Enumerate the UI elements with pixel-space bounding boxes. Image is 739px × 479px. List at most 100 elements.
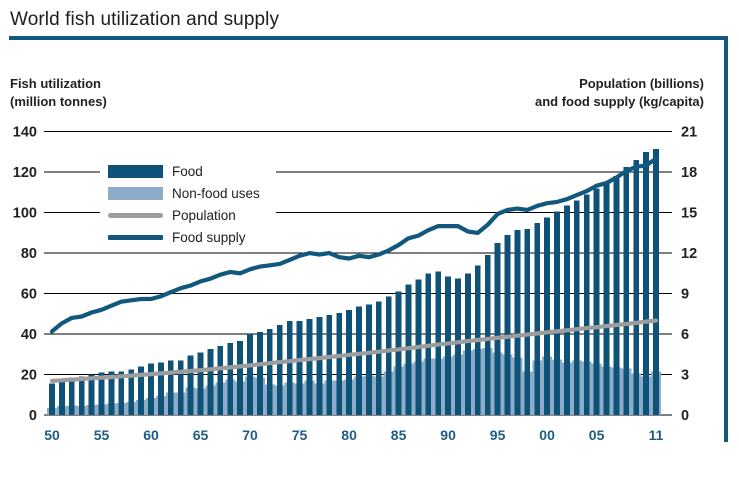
right-axis-tick-label: 18 bbox=[681, 165, 697, 181]
x-axis-tick-label: 50 bbox=[44, 427, 60, 443]
food-swatch bbox=[108, 164, 163, 178]
x-axis-tick-label: 60 bbox=[143, 427, 159, 443]
food-bar bbox=[484, 255, 491, 415]
population-line-swatch bbox=[108, 212, 163, 218]
legend-label-nonfood: Non-food uses bbox=[172, 185, 260, 201]
legend-row-foodsupply: Food supply bbox=[108, 226, 276, 248]
food-bar bbox=[257, 332, 263, 415]
food-bar bbox=[286, 320, 293, 415]
x-axis-tick-label: 05 bbox=[589, 427, 605, 443]
x-axis-tick-label: 85 bbox=[391, 427, 407, 443]
left-axis-title-line2: (million tonnes) bbox=[10, 94, 107, 109]
food-bar bbox=[118, 371, 125, 415]
food-bar bbox=[445, 276, 451, 415]
food-bar bbox=[177, 360, 184, 415]
food-bar bbox=[326, 314, 333, 415]
food-supply-line bbox=[49, 156, 659, 334]
food-bar bbox=[534, 222, 541, 415]
x-axis-tick-label: 90 bbox=[440, 427, 456, 443]
food-bar bbox=[128, 369, 135, 415]
population-line bbox=[49, 318, 659, 383]
food-bar bbox=[296, 320, 303, 415]
x-axis-tick-label: 00 bbox=[539, 427, 555, 443]
food-bar bbox=[593, 188, 600, 415]
page-title: World fish utilization and supply bbox=[10, 9, 280, 30]
food-bar bbox=[187, 355, 194, 415]
food-bar bbox=[365, 304, 372, 415]
x-axis-tick-label: 75 bbox=[292, 427, 308, 443]
legend-label-foodsupply: Food supply bbox=[172, 229, 246, 245]
food-bar bbox=[78, 376, 85, 415]
food-bar bbox=[276, 324, 283, 415]
left-axis-tick-label: 100 bbox=[13, 206, 37, 222]
left-axis-tick-label: 80 bbox=[21, 246, 37, 262]
x-axis-tick-label: 11 bbox=[649, 427, 664, 443]
food-bar bbox=[544, 217, 550, 415]
x-axis-tick-label: 70 bbox=[242, 427, 258, 443]
right-axis-title-line2: and food supply (kg/capita) bbox=[534, 94, 704, 109]
legend-row-food: Food bbox=[108, 160, 276, 182]
food-bar bbox=[197, 352, 204, 415]
food-supply-line-swatch bbox=[108, 234, 163, 240]
food-bar bbox=[494, 243, 501, 415]
food-bar bbox=[217, 346, 224, 415]
left-axis-tick-label: 140 bbox=[13, 125, 37, 141]
food-bar bbox=[148, 363, 154, 415]
right-axis-tick-label: 6 bbox=[681, 327, 689, 343]
food-bar bbox=[49, 383, 55, 415]
food-bar bbox=[583, 194, 590, 415]
nonfood-swatch bbox=[108, 186, 163, 200]
food-bar bbox=[98, 372, 105, 415]
right-axis-tick-label: 9 bbox=[681, 287, 689, 303]
food-bar bbox=[554, 211, 560, 415]
food-bar bbox=[464, 273, 471, 415]
food-bar bbox=[306, 318, 313, 415]
food-bar bbox=[59, 379, 65, 415]
legend-label-population: Population bbox=[172, 207, 236, 223]
food-bar bbox=[395, 291, 402, 415]
food-bar bbox=[266, 329, 273, 415]
right-axis-tick-label: 12 bbox=[681, 246, 697, 262]
food-bar bbox=[68, 377, 75, 415]
food-bar bbox=[237, 341, 244, 415]
x-axis-tick-label: 55 bbox=[94, 427, 110, 443]
right-axis-tick-label: 0 bbox=[681, 408, 689, 424]
food-bar bbox=[108, 371, 115, 415]
food-bar bbox=[158, 362, 164, 415]
left-axis-tick-label: 60 bbox=[21, 287, 37, 303]
food-bar bbox=[633, 160, 640, 415]
legend-row-population: Population bbox=[108, 204, 276, 226]
legend-label-food: Food bbox=[172, 163, 203, 179]
right-axis-tick-label: 3 bbox=[681, 368, 689, 384]
food-bar bbox=[455, 278, 461, 415]
x-axis-tick-label: 95 bbox=[490, 427, 506, 443]
title-rule bbox=[9, 36, 728, 40]
food-bar bbox=[227, 343, 234, 415]
right-axis-tick-label: 15 bbox=[681, 206, 697, 222]
food-bar bbox=[514, 229, 521, 415]
food-bar bbox=[623, 167, 630, 415]
right-axis-title: Population (billions) and food supply (k… bbox=[535, 75, 704, 111]
food-bar bbox=[653, 148, 659, 415]
x-axis-tick-label: 65 bbox=[193, 427, 209, 443]
food-bar bbox=[613, 176, 620, 415]
left-axis-tick-label: 20 bbox=[21, 368, 37, 384]
food-bar bbox=[207, 349, 214, 415]
left-axis-title: Fish utilization (million tonnes) bbox=[10, 75, 107, 111]
food-bar bbox=[564, 205, 570, 415]
x-axis-tick-label: 80 bbox=[341, 427, 357, 443]
left-axis-tick-label: 120 bbox=[13, 165, 37, 181]
right-border-rule bbox=[724, 36, 728, 442]
legend: Food Non-food uses Population Food suppl… bbox=[100, 158, 276, 250]
food-bar bbox=[247, 334, 253, 415]
food-bar bbox=[573, 200, 580, 415]
right-axis-tick-label: 21 bbox=[681, 125, 697, 141]
food-bar bbox=[375, 301, 382, 415]
food-bar bbox=[346, 309, 352, 415]
food-bar bbox=[138, 366, 145, 415]
food-bar bbox=[603, 181, 610, 415]
left-axis-title-line1: Fish utilization bbox=[10, 76, 101, 91]
food-bar bbox=[167, 360, 174, 415]
